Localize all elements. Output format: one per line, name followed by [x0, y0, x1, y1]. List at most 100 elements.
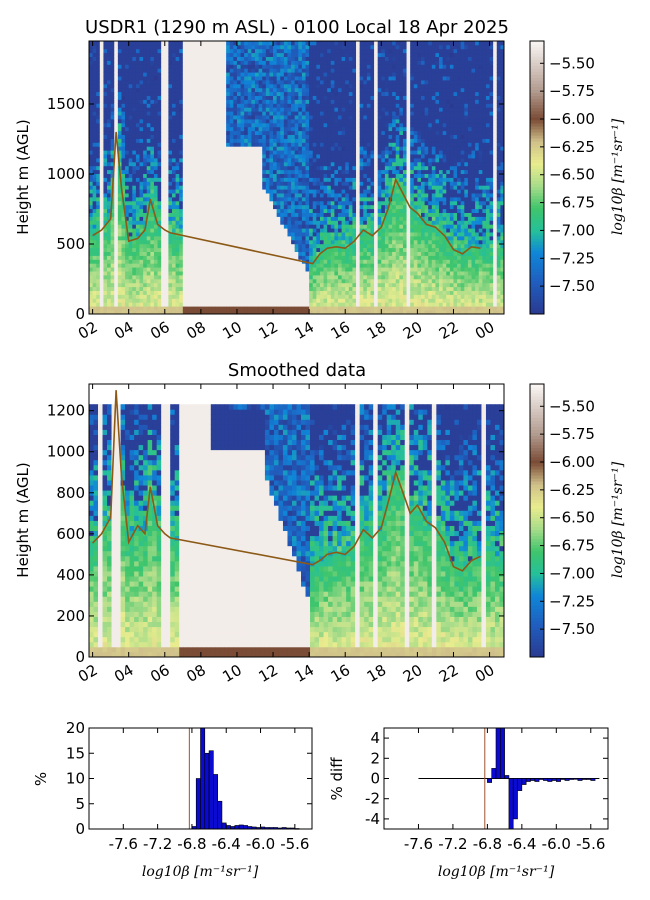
heatmap-cell [319, 197, 324, 202]
heatmap-cell [157, 44, 162, 50]
heatmap-cell [143, 52, 148, 57]
heatmap-cell [233, 278, 238, 284]
heatmap-cell [233, 52, 238, 57]
heatmap-cell [240, 161, 245, 167]
heatmap-cell [262, 239, 267, 245]
heatmap-cell [128, 48, 133, 54]
heatmap-cell [150, 239, 155, 245]
heatmap-cell [283, 48, 288, 54]
heatmap-cell [247, 146, 252, 151]
heatmap-cell [287, 95, 292, 100]
heatmap-cell [265, 76, 270, 81]
heatmap-cell [204, 185, 209, 190]
heatmap-cell [240, 146, 245, 151]
heatmap-cell [244, 236, 249, 241]
heatmap-cell [316, 282, 321, 288]
heatmap-cell [305, 232, 310, 237]
heatmap-cell [255, 72, 260, 77]
heatmap-cell [175, 83, 180, 89]
heatmap-cell [330, 99, 335, 104]
heatmap-cell [197, 255, 202, 260]
heatmap-cell [200, 259, 205, 264]
heatmap-cell [305, 111, 310, 116]
heatmap-cell [175, 68, 180, 73]
heatmap-cell [190, 181, 195, 186]
heatmap-cell [309, 220, 314, 225]
heatmap-cell [128, 185, 133, 190]
heatmap-cell [200, 76, 205, 81]
heatmap-cell [208, 197, 213, 202]
heatmap-cell [265, 146, 270, 151]
heatmap-cell [89, 154, 94, 159]
heatmap-cell [280, 247, 285, 252]
heatmap-cell [222, 282, 227, 288]
heatmap-cell [103, 138, 108, 143]
heatmap-cell [244, 282, 249, 288]
heatmap-cell [204, 103, 209, 108]
heatmap-cell [103, 278, 108, 284]
heatmap-cell [283, 310, 288, 315]
heatmap-cell [262, 290, 267, 295]
heatmap-cell [182, 99, 187, 104]
heatmap-cell [291, 150, 296, 155]
heatmap-cell [164, 197, 169, 202]
heatmap-cell [334, 48, 339, 54]
heatmap-cell [128, 271, 133, 276]
heatmap-cell [128, 80, 133, 85]
heatmap-cell [330, 185, 335, 190]
heatmap-cell [200, 68, 205, 73]
heatmap-cell [222, 48, 227, 54]
heatmap-cell [233, 310, 238, 315]
heatmap-cell [114, 142, 119, 147]
heatmap-cell [200, 310, 205, 315]
heatmap-cell [114, 263, 119, 268]
heatmap-cell [269, 119, 274, 124]
heatmap-cell [265, 48, 270, 54]
heatmap-cell [309, 80, 314, 85]
heatmap-cell [153, 259, 158, 264]
heatmap-cell [139, 154, 144, 159]
heatmap-cell [218, 204, 223, 210]
heatmap-cell [190, 165, 195, 171]
heatmap-cell [236, 158, 241, 163]
heatmap-cell [204, 239, 209, 245]
heatmap-cell [309, 158, 314, 163]
heatmap-cell [240, 236, 245, 241]
heatmap-cell [139, 236, 144, 241]
heatmap-cell [265, 103, 270, 108]
heatmap-cell [247, 52, 252, 57]
heatmap-cell [283, 146, 288, 151]
heatmap-cell [298, 103, 303, 108]
heatmap-cell [334, 267, 339, 272]
heatmap-cell [229, 52, 234, 57]
heatmap-cell [247, 91, 252, 96]
heatmap-cell [229, 200, 234, 206]
heatmap-cell [211, 247, 216, 252]
heatmap-cell [294, 193, 299, 198]
heatmap-cell [200, 154, 205, 159]
heatmap-cell [298, 224, 303, 229]
heatmap-cell [114, 91, 119, 96]
heatmap-cell [255, 310, 260, 315]
heatmap-cell [330, 271, 335, 276]
heatmap-cell [305, 165, 310, 171]
heatmap-cell [103, 232, 108, 237]
heatmap-cell [186, 115, 191, 120]
heatmap-cell [186, 138, 191, 143]
heatmap-cell [301, 83, 306, 89]
heatmap-cell [179, 255, 184, 260]
heatmap-cell [240, 91, 245, 96]
heatmap-cell [287, 60, 292, 65]
heatmap-cell [341, 161, 346, 167]
heatmap-cell [327, 56, 332, 61]
heatmap-cell [291, 154, 296, 159]
heatmap-cell [265, 154, 270, 159]
heatmap-cell [323, 107, 328, 112]
heatmap-cell [168, 181, 173, 186]
heatmap-cell [287, 302, 292, 307]
heatmap-cell [172, 251, 177, 256]
heatmap-cell [92, 107, 97, 112]
heatmap-cell [323, 200, 328, 206]
heatmap-cell [175, 173, 180, 178]
heatmap-cell [258, 267, 263, 272]
